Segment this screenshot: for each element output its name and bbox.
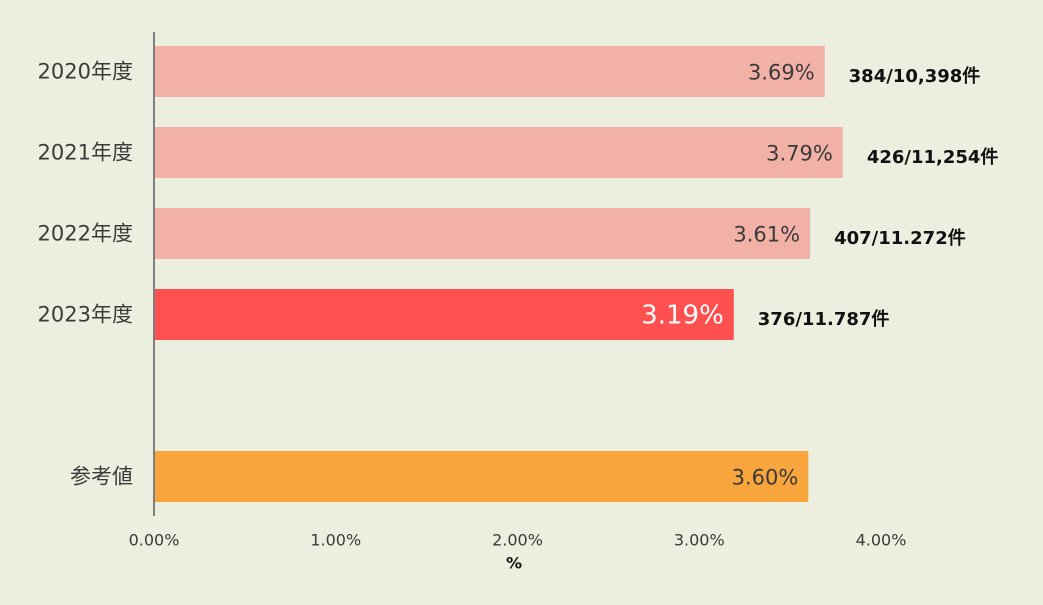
x-tick-label: 3.00% xyxy=(674,531,725,550)
value-label: 3.61% xyxy=(733,223,800,247)
x-tick-label: 4.00% xyxy=(856,531,907,550)
x-axis-title: % xyxy=(506,554,522,573)
category-label: 2022年度 xyxy=(38,222,133,246)
bar-0 xyxy=(155,46,825,97)
value-label: 3.69% xyxy=(748,61,815,85)
count-label: 426/11,254件 xyxy=(867,146,999,168)
category-label: 2021年度 xyxy=(38,141,133,165)
bar-1 xyxy=(155,127,843,178)
value-label: 3.79% xyxy=(766,142,833,166)
bar-4 xyxy=(155,451,809,502)
bar-2 xyxy=(155,208,811,259)
x-tick-label: 0.00% xyxy=(129,531,180,550)
count-labels: 384/10,398件 426/11,254件 407/11.272件 376/11.… xyxy=(758,65,999,330)
category-label: 2023年度 xyxy=(38,303,133,327)
count-label: 407/11.272件 xyxy=(834,227,966,249)
x-tick-labels: 0.00% 1.00% 2.00% 3.00% 4.00% xyxy=(129,531,907,550)
value-label: 3.19% xyxy=(641,301,724,331)
category-label: 参考値 xyxy=(70,465,133,489)
count-label: 376/11.787件 xyxy=(758,308,890,330)
count-label: 384/10,398件 xyxy=(849,65,981,87)
value-labels: 3.69% 3.79% 3.61% 3.19% 3.60% xyxy=(641,61,833,490)
category-label: 2020年度 xyxy=(38,60,133,84)
bars-group xyxy=(155,46,843,502)
x-tick-label: 1.00% xyxy=(310,531,361,550)
x-tick-label: 2.00% xyxy=(492,531,543,550)
bar-3 xyxy=(155,289,734,340)
value-label: 3.60% xyxy=(732,466,799,490)
